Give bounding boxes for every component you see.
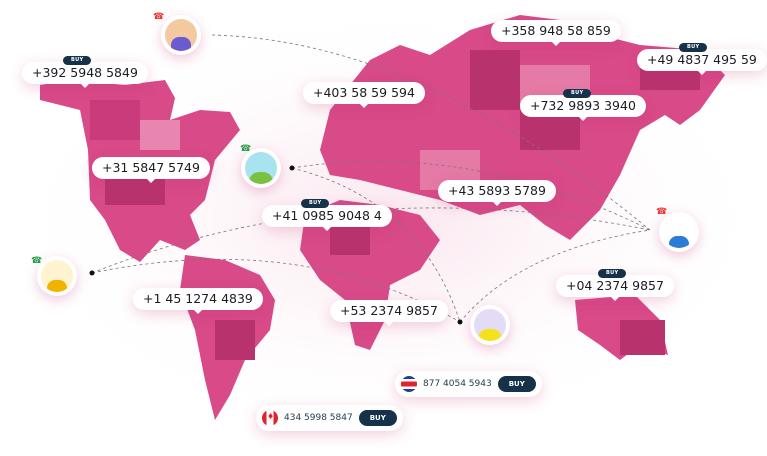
phone-call-icon: ☎	[240, 144, 252, 154]
number-offer-canada: ♦ 434 5998 5847 BUY	[256, 405, 403, 431]
phone-number-bubble[interactable]: +1 45 1274 4839	[133, 288, 263, 314]
buy-badge[interactable]: BUY	[63, 56, 92, 65]
buy-button[interactable]: BUY	[497, 376, 536, 392]
phone-number-bubble[interactable]: +31 5847 5749	[92, 157, 210, 183]
caller-avatar[interactable]	[161, 15, 201, 55]
caller-avatar[interactable]	[659, 212, 699, 252]
caller-avatar[interactable]	[241, 148, 281, 188]
costa-rica-flag-icon	[401, 376, 417, 392]
phone-number-bubble[interactable]: +41 0985 9048 4	[262, 205, 392, 231]
caller-avatar[interactable]	[37, 256, 77, 296]
phone-number-bubble[interactable]: +403 58 59 594	[303, 82, 425, 108]
buy-badge[interactable]: BUY	[598, 269, 627, 278]
buy-badge[interactable]: BUY	[563, 89, 592, 98]
caller-avatar[interactable]	[470, 305, 510, 345]
phone-hangup-icon: ☎	[153, 12, 165, 22]
buy-badge[interactable]: BUY	[679, 43, 708, 52]
phone-number-bubble[interactable]: +732 9893 3940	[520, 95, 646, 121]
phone-number: 877 4054 5943	[423, 379, 492, 389]
phone-number-bubble[interactable]: +43 5893 5789	[438, 180, 556, 206]
canada-flag-icon: ♦	[262, 410, 278, 426]
buy-badge[interactable]: BUY	[301, 199, 330, 208]
phone-number-bubble[interactable]: +358 948 58 859	[491, 20, 621, 46]
number-offer-costa-rica: 877 4054 5943 BUY	[395, 371, 542, 397]
phone-number-bubble[interactable]: +04 2374 9857	[556, 275, 674, 301]
phone-hangup-icon: ☎	[656, 207, 668, 217]
buy-button[interactable]: BUY	[358, 410, 397, 426]
phone-number-bubble[interactable]: +49 4837 495 59	[637, 49, 767, 75]
phone-number-bubble[interactable]: +53 2374 9857	[330, 300, 448, 326]
phone-call-icon: ☎	[31, 256, 43, 266]
phone-number-bubble[interactable]: +392 5948 5849	[22, 62, 148, 88]
phone-number: 434 5998 5847	[284, 413, 353, 423]
